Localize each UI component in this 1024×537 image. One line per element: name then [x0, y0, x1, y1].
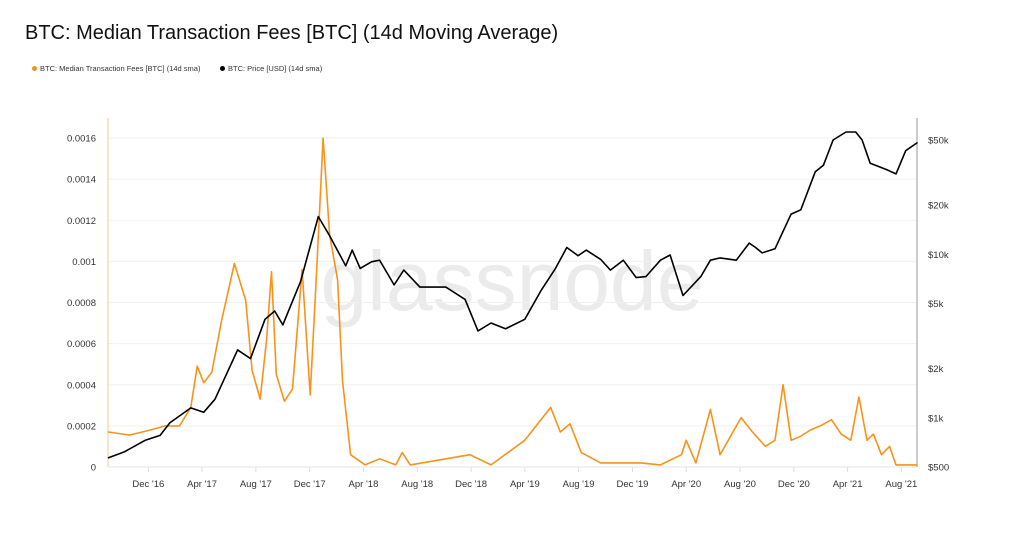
legend-dot-fees [32, 66, 37, 71]
y-right-tick-label: $10k [928, 250, 949, 261]
legend-label-price: BTC: Price [USD] (14d sma) [228, 64, 323, 73]
x-tick-label: Aug '21 [885, 479, 917, 490]
x-tick-label: Aug '20 [724, 479, 756, 490]
y-right-tick-label: $2k [928, 364, 944, 375]
x-tick-label: Aug '18 [401, 479, 433, 490]
y-left-tick-label: 0.0008 [67, 298, 96, 309]
x-tick-label: Dec '16 [132, 479, 164, 490]
y-right-tick-label: $50k [928, 136, 949, 147]
x-tick-label: Apr '17 [187, 479, 217, 490]
legend-label-fees: BTC: Median Transaction Fees [BTC] (14d … [40, 64, 201, 73]
chart-title: BTC: Median Transaction Fees [BTC] (14d … [25, 22, 559, 44]
y-left-tick-label: 0.0014 [67, 175, 96, 186]
x-tick-label: Apr '21 [833, 479, 863, 490]
x-tick-label: Dec '19 [617, 479, 649, 490]
x-tick-label: Dec '20 [778, 479, 810, 490]
y-left-tick-label: 0.0006 [67, 339, 96, 350]
y-right-tick-label: $1k [928, 413, 944, 424]
x-tick-label: Aug '19 [563, 479, 595, 490]
legend-item-fees[interactable]: BTC: Median Transaction Fees [BTC] (14d … [32, 64, 200, 73]
y-left-tick-label: 0.0016 [67, 134, 96, 145]
y-right-tick-label: $5k [928, 299, 944, 310]
y-left-tick-label: 0.0002 [67, 421, 96, 432]
y-left-tick-label: 0.0012 [67, 216, 96, 227]
x-tick-label: Apr '18 [349, 479, 379, 490]
series-line-price [107, 131, 918, 459]
y-left-tick-label: 0 [91, 463, 96, 474]
y-left-tick-label: 0.0004 [67, 380, 96, 391]
watermark: glassnode [321, 234, 704, 328]
legend-item-price[interactable]: BTC: Price [USD] (14d sma) [220, 64, 322, 73]
y-left-tick-label: 0.001 [72, 257, 96, 268]
x-tick-label: Apr '20 [671, 479, 701, 490]
legend-dot-price [220, 66, 225, 71]
x-tick-label: Apr '19 [510, 479, 540, 490]
y-right-tick-label: $20k [928, 201, 949, 212]
series-line-fees [107, 137, 918, 466]
x-tick-label: Dec '18 [455, 479, 487, 490]
y-right-tick-label: $500 [928, 463, 949, 474]
x-tick-label: Dec '17 [294, 479, 326, 490]
x-tick-label: Aug '17 [240, 479, 272, 490]
